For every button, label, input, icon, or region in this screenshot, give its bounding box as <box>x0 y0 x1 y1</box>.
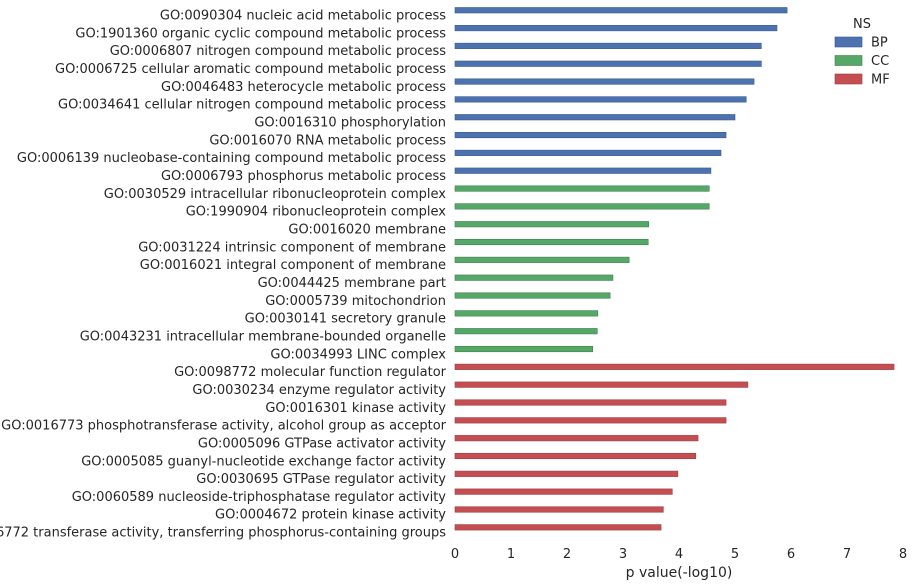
category-labels: GO:0090304 nucleic acid metabolic proces… <box>0 9 447 541</box>
category-label: GO:0098772 molecular function regulator <box>174 365 447 380</box>
bar-bp <box>454 60 762 67</box>
bar-bp <box>454 149 722 156</box>
category-label: GO:0016773 phosphotransferase activity, … <box>1 419 446 434</box>
legend-label-bp: BP <box>871 36 888 51</box>
bar-cc <box>454 310 599 317</box>
bar-mf <box>454 452 697 460</box>
category-label: GO:0016772 transferase activity, transfe… <box>0 526 446 541</box>
category-label: GO:0016020 membrane <box>288 222 446 237</box>
bar-cc <box>454 256 630 263</box>
category-label: GO:0004672 protein kinase activity <box>215 508 446 523</box>
category-label: GO:0044425 membrane part <box>258 276 446 291</box>
bar-bp <box>454 42 762 49</box>
x-tick-label: 5 <box>731 547 739 562</box>
bar-cc <box>454 203 710 210</box>
bar-mf <box>454 524 662 531</box>
bar-cc <box>454 328 598 335</box>
category-label: GO:0016021 integral component of membran… <box>140 258 446 273</box>
category-label: GO:0030234 enzyme regulator activity <box>192 383 446 398</box>
x-tick-label: 7 <box>843 547 851 562</box>
bar-mf <box>454 435 699 442</box>
legend-title: NS <box>853 17 871 32</box>
legend-swatch-cc <box>834 55 863 66</box>
category-label: GO:0090304 nucleic acid metabolic proces… <box>160 9 446 24</box>
category-label: GO:0005096 GTPase activator activity <box>198 436 446 451</box>
x-tick-label: 8 <box>899 547 907 562</box>
bar-bp <box>454 25 778 32</box>
legend: NS BP CC MF <box>834 17 890 88</box>
legend-swatch-mf <box>834 73 863 85</box>
x-tick-label: 6 <box>787 547 795 562</box>
bars-group <box>454 7 895 531</box>
category-label: GO:0006725 cellular aromatic compound me… <box>55 62 446 77</box>
bar-mf <box>454 363 895 370</box>
bar-cc <box>454 185 710 192</box>
category-label: GO:0006793 phosphorus metabolic process <box>161 169 446 184</box>
bar-mf <box>454 488 673 495</box>
x-axis-ticks: 0 1 2 3 4 5 6 7 8 <box>451 547 907 562</box>
legend-swatch-bp <box>834 36 863 48</box>
category-label: GO:0005739 mitochondrion <box>265 294 446 309</box>
category-label: GO:0031224 intrinsic component of membra… <box>138 240 446 255</box>
category-label: GO:0030141 secretory granule <box>245 312 446 327</box>
bar-cc <box>454 221 650 228</box>
category-label: GO:1901360 organic cyclic compound metab… <box>75 26 446 41</box>
bar-bp <box>454 132 727 139</box>
bar-cc <box>454 345 594 353</box>
category-label: GO:0006139 nucleobase-containing compoun… <box>17 151 446 166</box>
x-axis-title: p value(-log10) <box>626 565 733 581</box>
legend-label-cc: CC <box>871 54 889 69</box>
bar-mf <box>454 470 679 477</box>
category-label: GO:0030529 intracellular ribonucleoprote… <box>104 187 447 202</box>
category-label: GO:0005085 guanyl-nucleotide exchange fa… <box>81 454 446 469</box>
bar-cc <box>454 274 614 281</box>
bar-mf <box>454 506 664 513</box>
category-label: GO:0034993 LINC complex <box>270 347 446 362</box>
category-label: GO:0034641 cellular nitrogen compound me… <box>58 98 446 113</box>
category-label: GO:1990904 ribonucleoprotein complex <box>186 205 447 220</box>
bar-bp <box>454 7 788 14</box>
x-tick-label: 3 <box>619 547 627 562</box>
category-label: GO:0046483 heterocycle metabolic process <box>161 80 446 95</box>
bar-mf <box>454 417 727 424</box>
x-tick-label: 2 <box>563 547 571 562</box>
category-label: GO:0006807 nitrogen compound metabolic p… <box>110 44 447 59</box>
category-label: GO:0016070 RNA metabolic process <box>209 133 446 148</box>
bar-cc <box>454 292 611 299</box>
category-label: GO:0016301 kinase activity <box>265 401 446 416</box>
category-label: GO:0030695 GTPase regulator activity <box>196 472 446 487</box>
category-label: GO:0060589 nucleoside-triphosphatase reg… <box>72 490 447 505</box>
category-label: GO:0043231 intracellular membrane-bounde… <box>80 329 446 344</box>
legend-label-mf: MF <box>871 73 890 88</box>
bar-bp <box>454 78 755 85</box>
bar-mf <box>454 399 727 406</box>
x-tick-label: 1 <box>507 547 515 562</box>
x-tick-label: 0 <box>451 547 459 562</box>
bar-bp <box>454 167 712 174</box>
category-label: GO:0016310 phosphorylation <box>254 115 446 130</box>
bar-mf <box>454 381 749 388</box>
bar-bp <box>454 114 736 121</box>
bar-bp <box>454 96 747 103</box>
bar-cc <box>454 238 649 246</box>
x-tick-label: 4 <box>675 547 683 562</box>
